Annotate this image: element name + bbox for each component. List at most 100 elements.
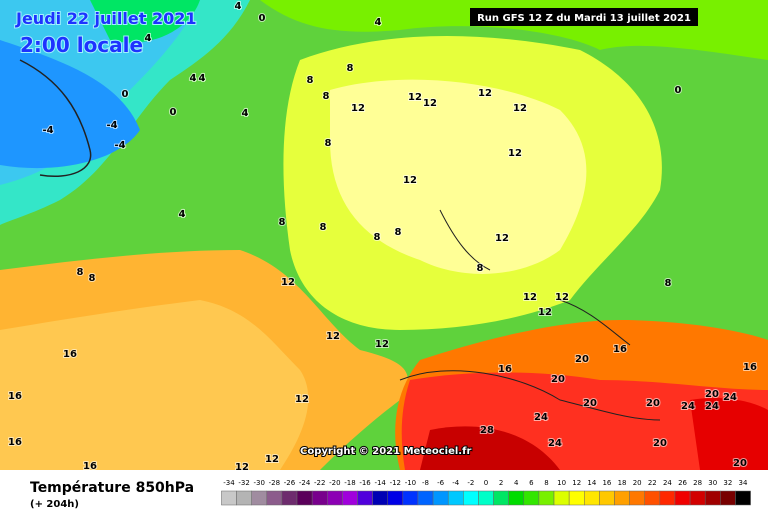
legend-swatch [447,490,464,506]
legend-label: -2 [467,479,474,487]
legend-label: 10 [557,479,566,487]
legend-label: 8 [544,479,548,487]
isotherm-label: 12 [403,175,417,186]
isotherm-label: 8 [323,91,330,102]
map-title: Température 850hPa [30,480,194,496]
legend-label: 28 [693,479,702,487]
legend-label: 16 [602,479,611,487]
coastline [399,209,661,421]
legend-swatch [432,490,449,506]
isotherm-label: 20 [733,458,747,469]
isotherm-label: 8 [347,63,354,74]
isotherm-label: 8 [665,278,672,289]
legend-label: 34 [739,479,748,487]
isotherm-label: 20 [583,398,597,409]
legend-label: 26 [678,479,687,487]
isotherm-label: 24 [723,392,737,403]
legend-swatch [599,490,615,506]
legend-swatch [463,490,479,506]
legend-swatch [478,490,494,506]
isotherm-label: 8 [477,263,484,274]
isotherm-label: 20 [653,438,667,449]
legend-label: 22 [648,479,657,487]
isotherm-label: 12 [375,339,389,350]
isotherm-label: 12 [538,307,552,318]
isotherm-label: 20 [575,354,589,365]
isotherm-label: 12 [508,148,522,159]
legend-swatch [508,490,525,506]
isotherm-label: 12 [523,292,537,303]
isotherm-label: 12 [295,394,309,405]
isotherm-label: 24 [534,412,548,423]
isotherm-label: 0 [170,107,177,118]
isotherm-label: 8 [307,75,314,86]
legend-label: -26 [284,479,296,487]
legend-swatch [417,490,434,506]
isotherm-label: 24 [681,401,695,412]
hot-zone [420,426,560,470]
isotherm-label: -4 [114,140,125,151]
legend-swatch [689,490,706,506]
coastline [19,59,92,177]
isotherm-label: 16 [498,364,512,375]
legend-label: 18 [618,479,627,487]
legend-swatch [357,490,373,506]
isotherm-label: -4 [106,120,117,131]
isotherm-label: 12 [408,92,422,103]
legend-swatch [629,490,645,506]
isotherm-label: 4 [199,73,206,84]
legend-label: 6 [529,479,534,487]
isotherm-label: 4 [190,73,197,84]
legend-swatch [281,490,298,506]
legend-swatch [659,490,676,506]
isotherm-label: 16 [8,437,22,448]
isotherm-label: 4 [375,17,382,28]
isotherm-label: 4 [235,1,242,12]
color-legend: -34 -32 -30 -28 -26 -24 -22 -20 -18 -16 -14 -12 -10-… [221,479,751,506]
isotherm-label: 8 [395,227,402,238]
legend-label: -24 [299,479,311,487]
legend-label: -18 [344,479,355,487]
isotherm-label: 16 [613,344,627,355]
legend-swatch [342,490,358,506]
isotherm-label: 8 [374,232,381,243]
isotherm-label: 16 [83,461,97,472]
legend-swatch [493,490,509,506]
isotherm-label: 8 [320,222,327,233]
isotherm-label: 8 [279,217,286,228]
legend-swatch [372,490,388,506]
isotherm-label: -4 [42,125,53,136]
legend-swatch [221,490,237,506]
cold-zone [90,0,200,43]
isotherm-label: 20 [646,398,660,409]
legend-label: 4 [514,479,519,487]
legend-label: -22 [314,479,325,487]
legend-swatch [387,490,404,506]
isotherm-label: 0 [675,85,682,96]
legend-swatch [704,490,721,506]
map: Run GFS 12 Z du Mardi 13 juillet 2021 Je… [0,0,768,474]
lead-time: (+ 204h) [30,499,79,510]
legend-label: -28 [269,479,280,487]
legend-label: 30 [708,479,717,487]
legend-swatch [674,490,691,506]
legend-swatch [236,490,252,506]
isotherm-label: 4 [179,209,186,220]
legend-label: -8 [422,479,429,487]
isotherm-label: 16 [8,391,22,402]
isotherm-label: 12 [495,233,509,244]
isotherm-label: 12 [265,454,279,465]
isotherm-label: 8 [89,273,96,284]
isotherm-label: 12 [478,88,492,99]
legend-swatch [296,490,313,506]
legend-swatch [327,490,343,506]
isotherm-label: 8 [325,138,332,149]
legend-swatch [568,490,585,506]
legend-label: 12 [572,479,581,487]
legend-label: -4 [452,479,460,487]
legend-swatch [644,490,661,506]
isotherm-label: 28 [480,425,494,436]
legend-swatch [266,490,283,506]
